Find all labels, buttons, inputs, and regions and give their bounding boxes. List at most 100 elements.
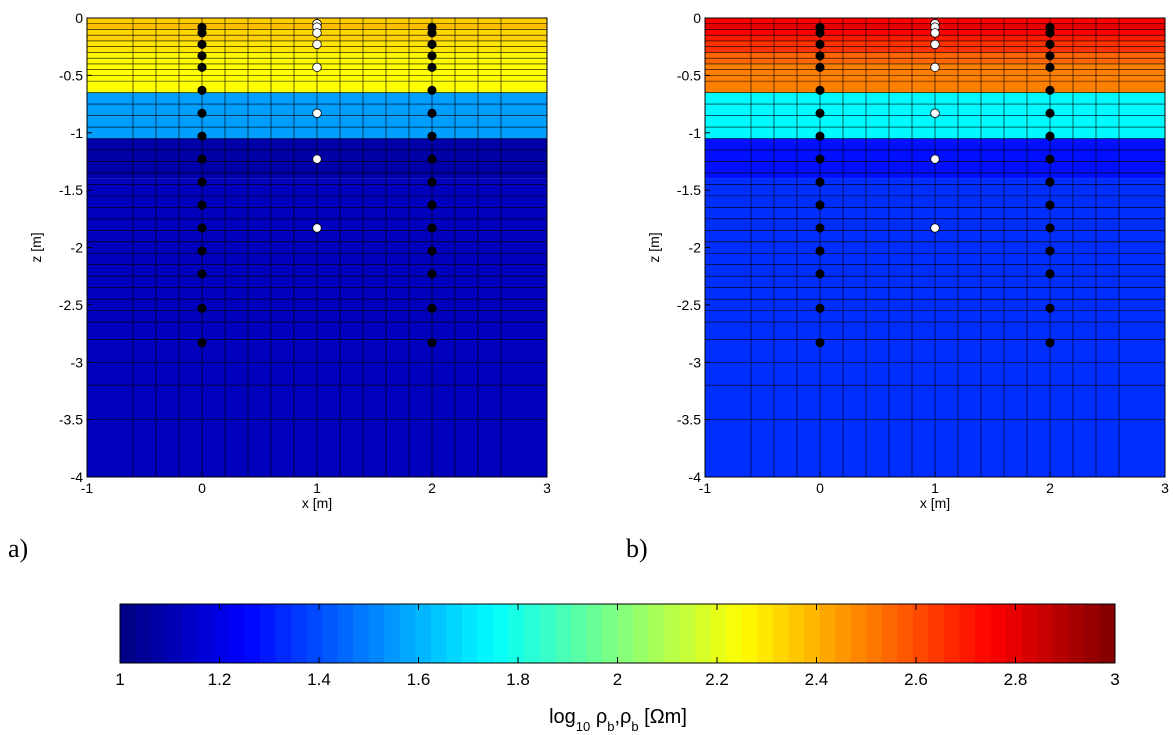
x-tick-label: -1	[81, 480, 94, 496]
electrode-point	[1045, 177, 1055, 187]
colorbar-segment	[617, 604, 634, 663]
x-tick-label: -1	[699, 480, 712, 496]
colorbar-segment	[166, 604, 183, 663]
electrode-point	[197, 154, 207, 164]
y-tick-label: -3	[689, 354, 702, 370]
electrode-point	[1045, 39, 1055, 49]
sensor-point	[312, 39, 322, 50]
colorbar-segment	[508, 604, 525, 663]
colorbar-segment	[353, 604, 370, 663]
y-tick-label: -1.5	[59, 182, 83, 198]
electrode-point	[197, 269, 207, 279]
colorbar-segment	[1006, 604, 1023, 663]
colorbar-tick-label: 1.4	[307, 670, 331, 689]
y-axis-label: z [m]	[646, 232, 662, 262]
colorbar-segment	[1068, 604, 1085, 663]
electrode-point	[427, 303, 437, 313]
electrode-point	[815, 303, 825, 313]
sensor-point	[930, 62, 940, 73]
colorbar-segment	[337, 604, 354, 663]
colorbar-segment	[819, 604, 836, 663]
electrode-point	[815, 269, 825, 279]
x-tick-label: 2	[428, 480, 436, 496]
colorbar-segment	[197, 604, 214, 663]
sensor-point	[312, 108, 322, 118]
colorbar-segment	[399, 604, 416, 663]
electrode-point	[815, 177, 825, 187]
colorbar-segment	[368, 604, 385, 663]
electrode-point	[815, 200, 825, 210]
y-tick-label: -1.5	[677, 182, 701, 198]
colorbar-segment	[648, 604, 665, 663]
y-tick-label: -2	[71, 240, 84, 256]
y-tick-label: -1	[689, 125, 702, 141]
colorbar-segment	[928, 604, 945, 663]
sensor-point	[312, 154, 322, 164]
colorbar-label: log10 ρb,ρb [Ωm]	[549, 706, 687, 734]
x-axis-label: x [m]	[920, 495, 950, 511]
electrode-point	[197, 303, 207, 313]
y-tick-label: -3.5	[59, 412, 83, 428]
colorbar-segment	[664, 604, 681, 663]
electrode-point	[1045, 108, 1055, 118]
sensor-point	[930, 28, 940, 38]
electrode-point	[815, 62, 825, 72]
colorbar-segment	[943, 604, 961, 663]
electrode-point	[1045, 51, 1055, 61]
electrode-point	[427, 131, 437, 141]
colorbar-segment	[866, 604, 883, 663]
electrode-point	[427, 154, 437, 164]
electrode-point	[1045, 131, 1055, 141]
colorbar-segment	[259, 604, 276, 663]
colorbar-segment	[741, 604, 758, 663]
colorbar-tick-label: 2.6	[904, 670, 928, 689]
x-tick-label: 0	[816, 480, 824, 496]
electrode-point	[197, 338, 207, 348]
colorbar-tick-label: 1	[115, 670, 124, 689]
colorbar-segment	[151, 604, 168, 663]
colorbar-tick-label: 3	[1110, 670, 1119, 689]
colorbar-segment	[897, 604, 914, 663]
colorbar-segment	[710, 604, 727, 663]
electrode-point	[1045, 246, 1055, 256]
x-tick-label: 0	[198, 480, 206, 496]
electrode-point	[815, 39, 825, 49]
electrode-point	[427, 177, 437, 187]
colorbar-segment	[135, 604, 152, 663]
y-tick-label: -4	[71, 469, 84, 485]
colorbar-segment	[555, 604, 572, 663]
y-tick-label: -0.5	[677, 67, 701, 83]
sensor-point	[930, 39, 940, 50]
electrode-point	[1045, 223, 1055, 233]
colorbar-segment	[1052, 604, 1069, 663]
electrode-point	[197, 62, 207, 72]
electrode-point	[427, 223, 437, 233]
electrode-point	[197, 39, 207, 49]
sensor-point	[312, 28, 322, 38]
colorbar-segment	[835, 604, 852, 663]
electrode-point	[815, 246, 825, 256]
electrode-point	[197, 177, 207, 187]
colorbar-segment	[990, 604, 1007, 663]
colorbar-segment	[570, 604, 587, 663]
electrode-point	[1045, 269, 1055, 279]
colorbar-segment	[120, 604, 137, 663]
electrode-point	[197, 28, 207, 38]
colorbar-tick-label: 1.6	[407, 670, 431, 689]
electrode-point	[427, 28, 437, 38]
electrode-point	[427, 39, 437, 49]
colorbar-tick-label: 2	[613, 670, 622, 689]
electrode-point	[427, 51, 437, 61]
panel-a-label: a)	[8, 534, 28, 563]
electrode-point	[197, 200, 207, 210]
electrode-point	[1045, 85, 1055, 95]
y-tick-label: -2.5	[677, 297, 701, 313]
colorbar-segment	[726, 604, 743, 663]
electrode-point	[815, 51, 825, 61]
colorbar-segment	[539, 604, 556, 663]
colorbar-segment	[182, 604, 199, 663]
colorbar-segment	[322, 604, 339, 663]
colorbar-segment	[291, 604, 308, 663]
y-tick-label: -2.5	[59, 297, 83, 313]
colorbar-segment	[757, 604, 774, 663]
